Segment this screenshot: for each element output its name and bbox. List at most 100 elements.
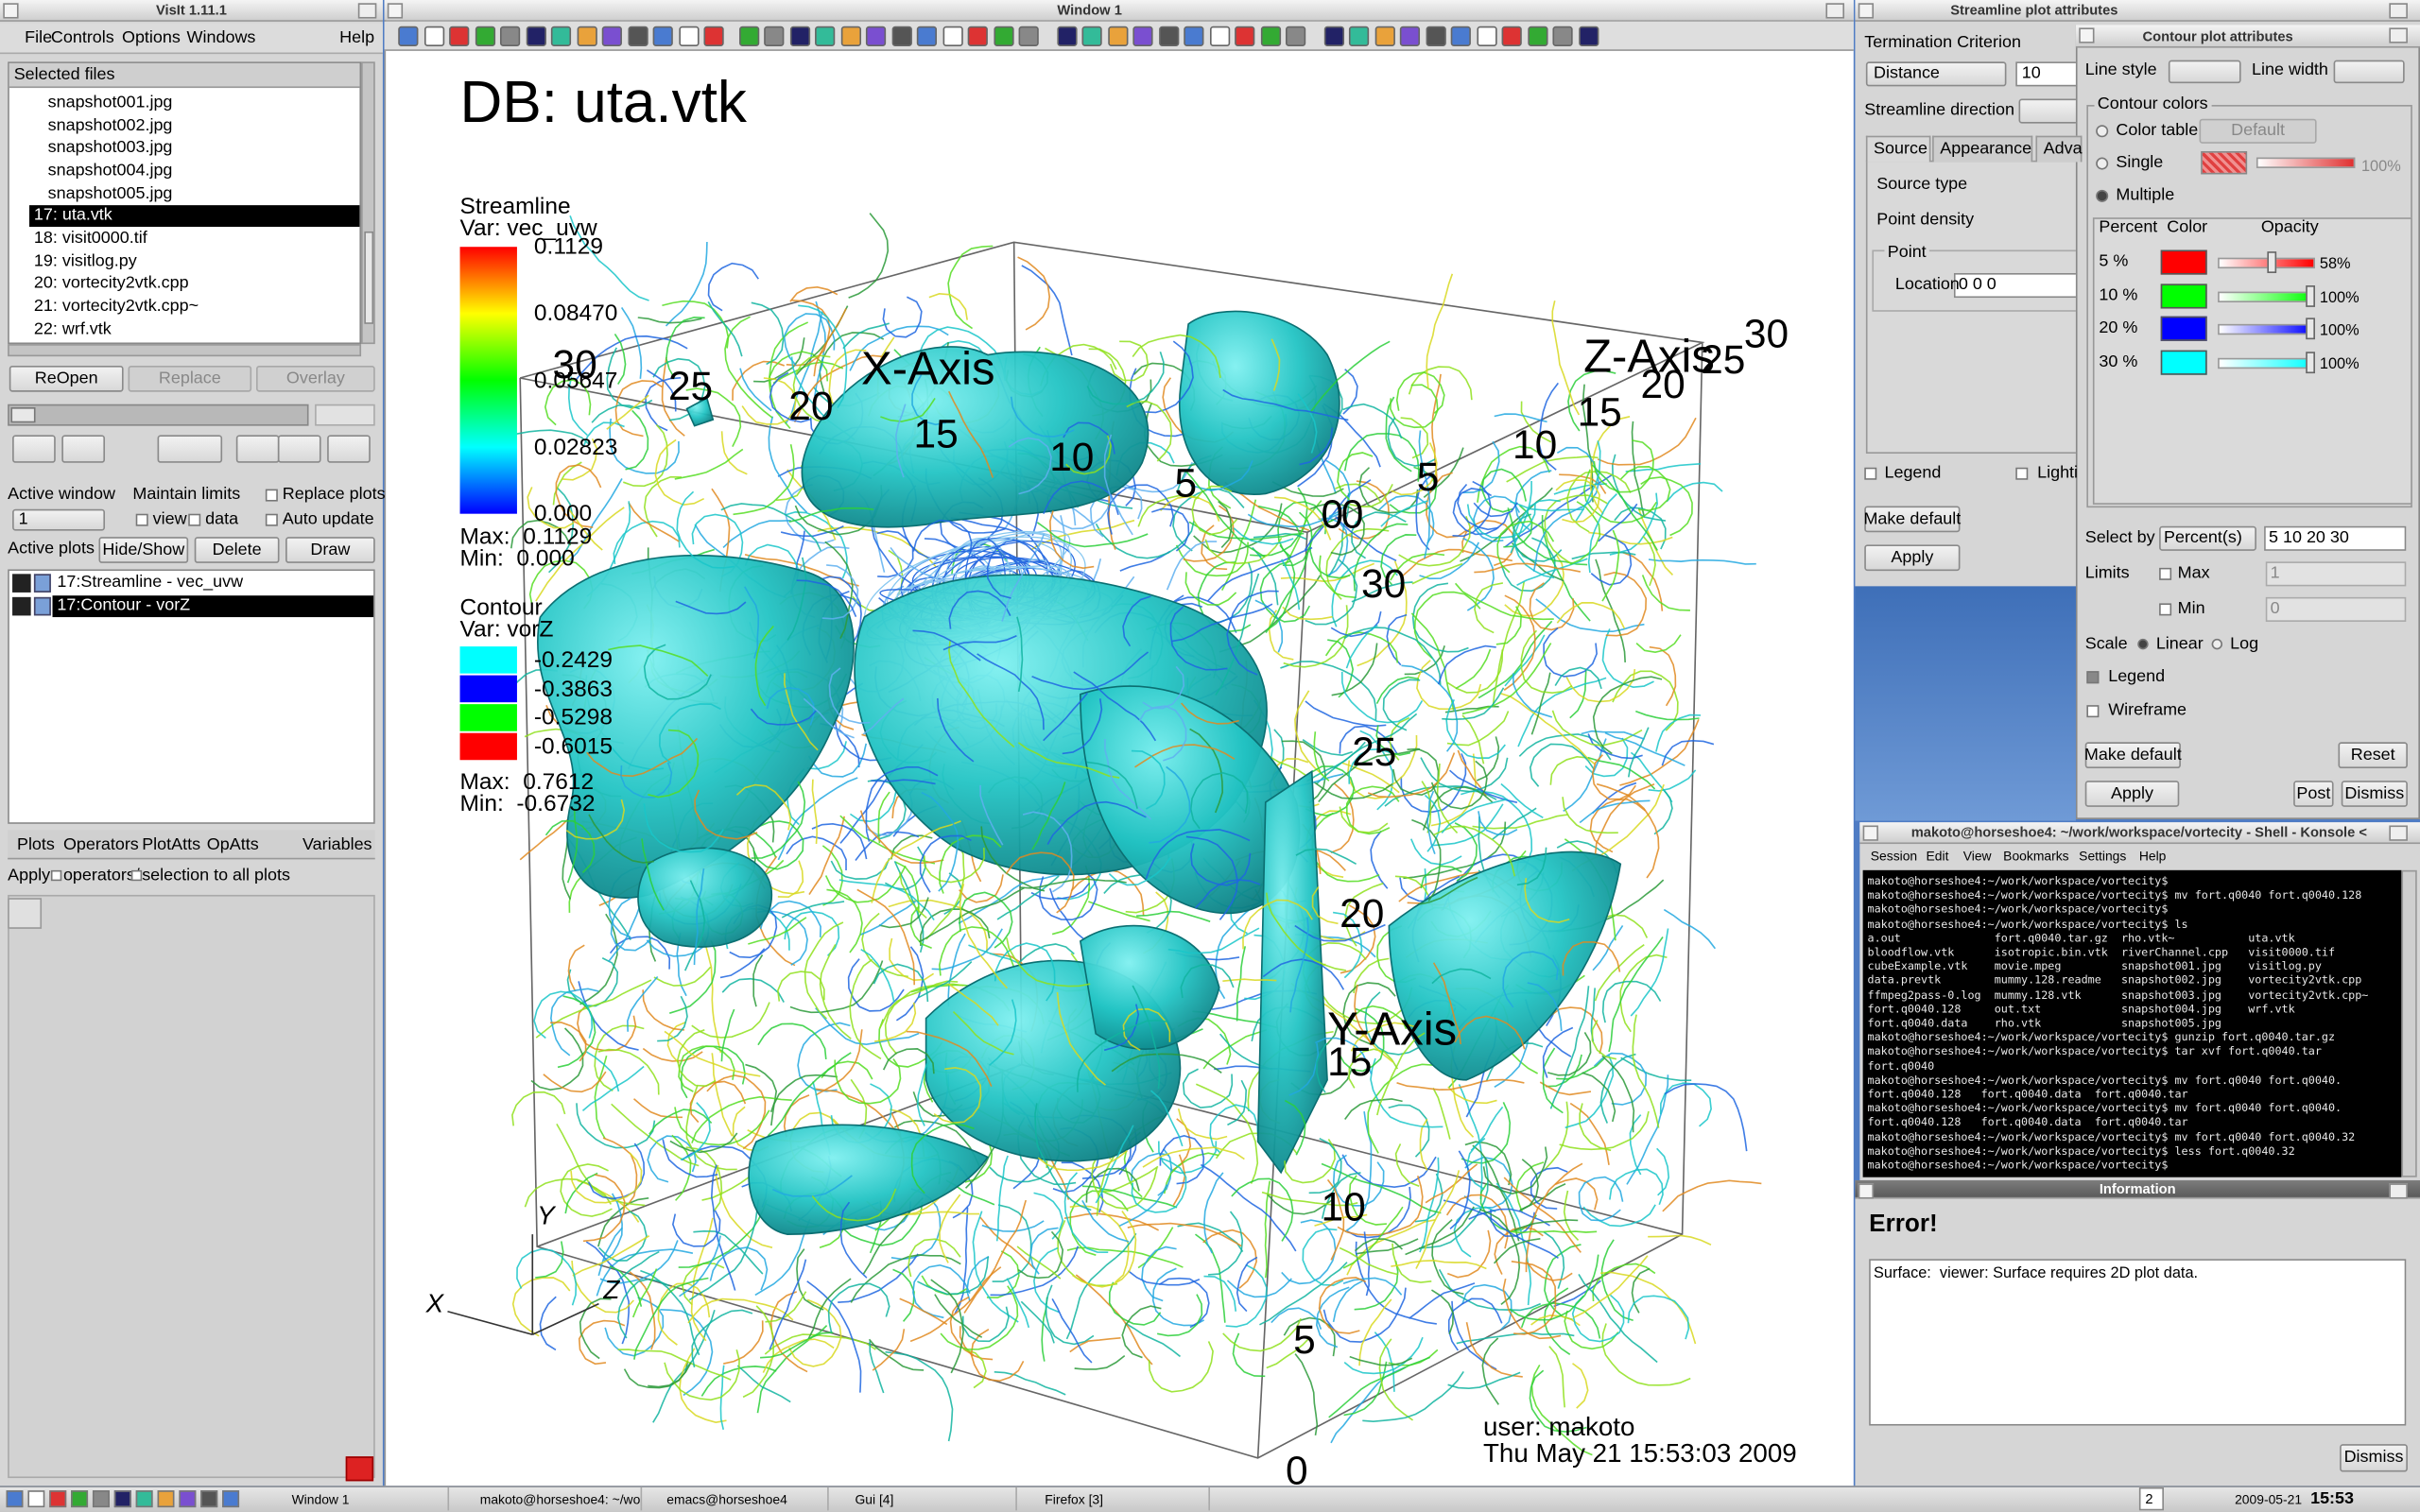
checkbox[interactable] <box>2015 467 2029 480</box>
toolbar-icon[interactable] <box>1527 26 1547 46</box>
time-slider[interactable] <box>8 404 309 426</box>
tab[interactable]: PlotAtts <box>142 835 201 854</box>
checkbox-label[interactable]: Wireframe <box>2108 701 2187 720</box>
slider-knob[interactable] <box>2306 284 2315 307</box>
button-label[interactable]: Reset <box>2350 746 2395 765</box>
radio-button[interactable] <box>2096 125 2109 138</box>
vcr-button[interactable] <box>157 435 223 463</box>
toolbar-icon[interactable] <box>1260 26 1281 46</box>
launcher-icon[interactable] <box>135 1490 153 1508</box>
tab[interactable]: Variables <box>302 835 372 854</box>
launcher-icon[interactable] <box>200 1490 218 1508</box>
button-label[interactable]: Make default <box>2083 746 2182 765</box>
color-swatch[interactable] <box>2160 317 2207 342</box>
toolbar-icon[interactable] <box>703 26 724 46</box>
toolbar-icon[interactable] <box>1235 26 1255 46</box>
combo-value[interactable]: Percent(s) <box>2163 528 2242 547</box>
slider-knob[interactable] <box>10 407 36 423</box>
color-swatch[interactable] <box>2160 283 2207 309</box>
file-row[interactable]: 19: visitlog.py <box>33 251 137 270</box>
window-menu[interactable] <box>1862 825 1878 841</box>
terminal[interactable] <box>1862 869 2402 1177</box>
file-row[interactable]: 22: wrf.vtk <box>33 318 112 338</box>
button-label[interactable]: Dismiss <box>2344 784 2405 803</box>
toolbar-icon[interactable] <box>449 26 470 46</box>
task-button[interactable] <box>271 1486 450 1511</box>
input-value[interactable]: 10 <box>2021 63 2041 83</box>
toolbar-icon[interactable] <box>1107 26 1128 46</box>
plot-row[interactable]: 17:Streamline - vec_uvw <box>57 573 244 593</box>
window-menu[interactable] <box>3 3 19 19</box>
tab[interactable]: OpAtts <box>206 835 259 854</box>
color-swatch[interactable] <box>2201 151 2248 175</box>
launcher-icon[interactable] <box>222 1490 240 1508</box>
file-row[interactable]: snapshot003.jpg <box>47 138 173 158</box>
radio-label[interactable]: Linear <box>2155 634 2204 654</box>
toolbar-icon[interactable] <box>398 26 419 46</box>
button-label[interactable]: Apply <box>1891 548 1934 567</box>
toolbar-icon[interactable] <box>738 26 759 46</box>
launcher-icon[interactable] <box>92 1490 110 1508</box>
combo-box[interactable] <box>2018 98 2084 124</box>
window-menu[interactable] <box>387 3 404 19</box>
button-label[interactable]: Overlay <box>285 369 345 387</box>
button[interactable] <box>2341 781 2408 807</box>
radio-label[interactable]: Color table <box>2116 121 2199 140</box>
window-menu[interactable] <box>2079 27 2095 43</box>
file-row[interactable]: snapshot001.jpg <box>47 93 173 112</box>
plot-row[interactable]: 17:Contour - vorZ <box>57 596 191 615</box>
opacity-slider[interactable] <box>2218 257 2315 269</box>
button[interactable] <box>1864 506 1961 533</box>
button[interactable] <box>285 537 375 563</box>
text-input[interactable] <box>2264 525 2407 551</box>
button-label[interactable]: Hide/Show <box>102 540 185 559</box>
button-label[interactable]: Post <box>2296 784 2331 803</box>
button[interactable] <box>98 537 189 563</box>
toolbar-icon[interactable] <box>789 26 810 46</box>
button[interactable] <box>1864 544 1961 572</box>
file-row[interactable]: 18: visit0000.tif <box>33 229 147 248</box>
toolbar-icon[interactable] <box>525 26 546 46</box>
menu-item[interactable]: Session <box>1870 848 1918 864</box>
launcher-icon[interactable] <box>71 1490 89 1508</box>
toolbar-icon[interactable] <box>1425 26 1445 46</box>
checkbox[interactable] <box>265 513 278 526</box>
toolbar-icon[interactable] <box>942 26 962 46</box>
checkbox[interactable] <box>130 869 143 882</box>
task-label[interactable]: makoto@horseshoe4: ~/wo <box>479 1491 641 1507</box>
color-swatch[interactable] <box>2160 249 2207 275</box>
toolbar-icon[interactable] <box>839 26 861 46</box>
menu-item[interactable]: Help <box>339 28 375 47</box>
checkbox[interactable] <box>135 513 148 526</box>
checkbox-label[interactable]: view <box>152 509 187 529</box>
checkbox[interactable] <box>2086 671 2100 684</box>
checkbox-label[interactable]: Legend <box>1884 463 1942 483</box>
checkbox[interactable] <box>2086 705 2100 718</box>
menu-item[interactable]: Windows <box>186 28 256 47</box>
button[interactable] <box>2084 742 2181 769</box>
launcher-icon[interactable] <box>179 1490 197 1508</box>
vcr-button[interactable] <box>277 435 321 463</box>
button[interactable] <box>256 365 375 392</box>
toolbar-icon[interactable] <box>499 26 521 46</box>
window-close[interactable] <box>2389 1183 2408 1199</box>
tab-label[interactable]: Appearance <box>1940 138 2032 158</box>
task-button[interactable] <box>835 1486 1017 1511</box>
toolbar-icon[interactable] <box>1399 26 1421 46</box>
checkbox[interactable] <box>2159 603 2172 616</box>
toolbar-icon[interactable] <box>967 26 988 46</box>
task-label[interactable]: Window 1 <box>291 1491 350 1507</box>
radio-label[interactable]: Multiple <box>2116 185 2175 205</box>
radio-label[interactable]: Single <box>2116 153 2164 173</box>
button-label[interactable]: Apply <box>2111 784 2153 803</box>
checkbox[interactable] <box>265 489 278 502</box>
task-button[interactable] <box>460 1486 643 1511</box>
toolbar-icon[interactable] <box>1209 26 1230 46</box>
window-close[interactable] <box>2389 3 2408 19</box>
toolbar-icon[interactable] <box>550 26 572 46</box>
checkbox[interactable] <box>2159 567 2172 580</box>
button[interactable] <box>2084 781 2180 807</box>
launcher-icon[interactable] <box>157 1490 175 1508</box>
tab[interactable] <box>1865 135 1931 163</box>
toolbar-icon[interactable] <box>1081 26 1102 46</box>
